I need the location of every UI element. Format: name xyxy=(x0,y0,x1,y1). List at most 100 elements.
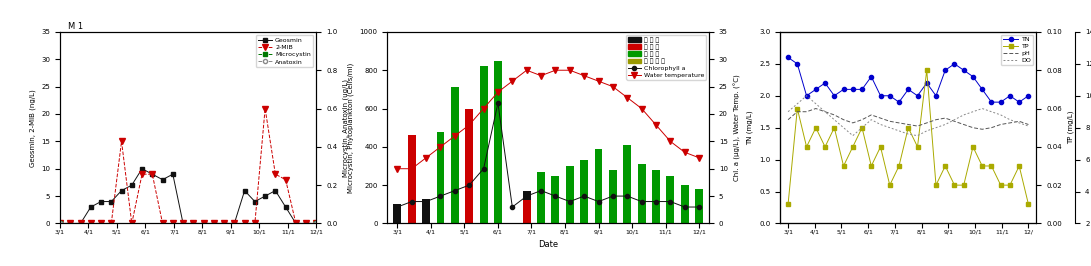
Bar xyxy=(695,195,703,223)
Water temperature xyxy=(679,151,692,154)
Bar xyxy=(451,88,459,223)
Bar xyxy=(551,198,560,223)
TN xyxy=(938,69,951,72)
TN xyxy=(810,88,823,91)
Water temperature xyxy=(491,90,504,94)
Bar xyxy=(637,179,646,223)
Water temperature xyxy=(420,156,433,159)
TP xyxy=(892,164,906,168)
TN xyxy=(1004,94,1017,97)
DO xyxy=(911,134,924,137)
Bar xyxy=(695,189,703,223)
Bar xyxy=(551,193,560,223)
Bar xyxy=(566,198,574,223)
pH xyxy=(930,118,943,121)
pH xyxy=(892,121,906,124)
Bar xyxy=(551,176,560,223)
Water temperature xyxy=(506,80,519,83)
Water temperature xyxy=(635,107,648,110)
TP xyxy=(1022,203,1035,206)
Bar xyxy=(623,145,632,223)
TP xyxy=(791,107,804,110)
TP xyxy=(847,145,860,148)
TN xyxy=(828,94,841,97)
Chlorophyll a xyxy=(463,184,476,187)
DO xyxy=(1012,121,1026,124)
Water temperature xyxy=(549,69,562,72)
TP xyxy=(1012,164,1026,168)
pH xyxy=(855,118,868,121)
Chlorophyll a xyxy=(693,205,706,209)
TN xyxy=(948,62,961,65)
pH xyxy=(975,128,988,131)
DO xyxy=(865,118,878,121)
X-axis label: Date: Date xyxy=(538,240,559,249)
TP xyxy=(1004,184,1017,187)
TP xyxy=(911,145,924,148)
Bar xyxy=(537,191,546,223)
Bar xyxy=(494,61,502,223)
Water temperature xyxy=(391,167,404,170)
TN xyxy=(837,88,850,91)
Bar xyxy=(580,202,588,223)
pH xyxy=(911,124,924,128)
DO xyxy=(874,123,887,126)
Bar xyxy=(595,149,602,223)
Chlorophyll a xyxy=(448,189,461,192)
TN xyxy=(884,94,897,97)
Bar xyxy=(451,193,459,223)
Y-axis label: Geosmin, 2-MIB (ng/L): Geosmin, 2-MIB (ng/L) xyxy=(29,89,36,167)
pH xyxy=(920,121,933,124)
TN xyxy=(791,62,804,65)
Bar xyxy=(422,198,430,223)
Chlorophyll a xyxy=(679,205,692,209)
TP xyxy=(938,164,951,168)
TP xyxy=(994,184,1007,187)
pH xyxy=(957,123,970,126)
TP xyxy=(967,145,980,148)
Bar xyxy=(465,109,473,223)
Water temperature xyxy=(649,123,662,127)
Chlorophyll a xyxy=(607,194,620,198)
pH xyxy=(901,123,914,126)
DO xyxy=(847,134,860,137)
pH xyxy=(967,126,980,129)
Bar xyxy=(580,160,588,223)
TN xyxy=(1022,94,1035,97)
pH xyxy=(994,123,1007,126)
TN xyxy=(957,69,970,72)
Water temperature xyxy=(448,134,461,138)
Water temperature xyxy=(434,145,447,148)
Bar xyxy=(436,195,444,223)
TN xyxy=(911,94,924,97)
Bar xyxy=(408,204,416,223)
Bar xyxy=(609,201,616,223)
Bar xyxy=(480,158,488,223)
TN xyxy=(847,88,860,91)
Water temperature xyxy=(621,96,634,99)
Bar xyxy=(623,198,632,223)
Water temperature xyxy=(563,69,576,72)
DO xyxy=(975,107,988,110)
Chlorophyll a xyxy=(434,194,447,198)
pH xyxy=(1012,120,1026,123)
Water temperature xyxy=(477,107,490,110)
DO xyxy=(985,110,998,113)
pH xyxy=(828,113,841,117)
TP xyxy=(930,184,943,187)
Bar xyxy=(451,128,459,223)
Water temperature xyxy=(577,74,590,77)
Bar xyxy=(637,198,646,223)
pH xyxy=(884,120,897,123)
Bar xyxy=(652,170,660,223)
Bar xyxy=(436,131,444,223)
TN xyxy=(967,75,980,78)
pH xyxy=(985,126,998,129)
Bar xyxy=(609,187,616,223)
Y-axis label: TP (mg/L): TP (mg/L) xyxy=(1067,111,1074,144)
Chlorophyll a xyxy=(520,194,533,198)
Bar xyxy=(681,185,688,223)
Chlorophyll a xyxy=(535,189,548,192)
Bar xyxy=(695,208,703,223)
DO xyxy=(828,118,841,121)
